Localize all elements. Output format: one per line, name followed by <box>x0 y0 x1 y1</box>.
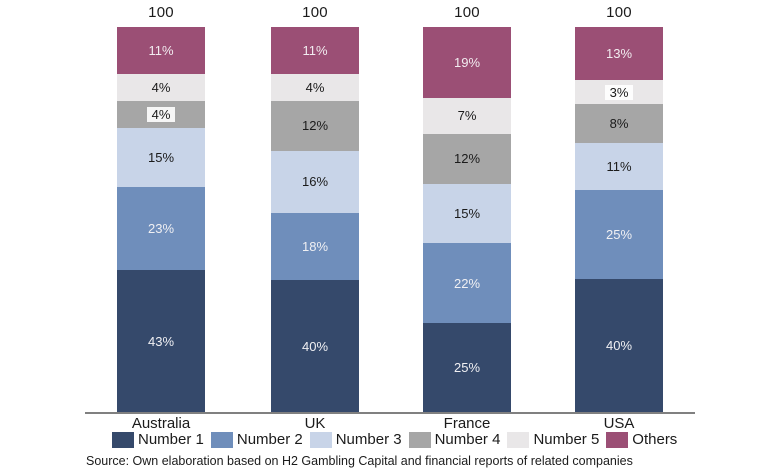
x-axis-label: UK <box>304 415 326 432</box>
chart-legend: Number 1 Number 2 Number 3 Number 4 Number 5… <box>112 431 677 448</box>
legend-item: Number 5 <box>507 431 599 448</box>
bar-segment: 40% <box>271 280 359 412</box>
legend-swatch-icon <box>408 431 431 448</box>
segment-value-label: 15% <box>453 206 481 222</box>
segment-value-label: 22% <box>453 275 481 291</box>
bar-segment: 4% <box>117 101 205 129</box>
bar-segment: 18% <box>271 212 359 281</box>
legend-swatch-icon <box>606 431 629 448</box>
segment-value-label: 4% <box>305 79 325 95</box>
segment-value-label: 13% <box>605 46 633 62</box>
legend-item: Number 1 <box>112 431 204 448</box>
segment-value-label: 19% <box>453 55 481 71</box>
segment-value-label: 4% <box>146 107 176 123</box>
bar-segment: 15% <box>423 184 511 244</box>
bar-segment: 23% <box>117 187 205 271</box>
legend-item: Number 4 <box>408 431 501 448</box>
legend-label: Number 2 <box>236 431 303 448</box>
stacked-bar: 100 13% 3% 8% 11% 25% 40% <box>575 4 663 412</box>
segment-value-label: 3% <box>604 84 634 100</box>
bar-total-label: 100 <box>148 4 174 21</box>
stacked-bar: 100 19% 7% 12% 15% 22% 25% <box>423 4 511 413</box>
x-axis-label: USA <box>603 415 635 432</box>
bar-segment: 16% <box>271 150 359 213</box>
segment-value-label: 12% <box>301 118 329 134</box>
source-note: Source: Own elaboration based on H2 Gamb… <box>86 454 633 468</box>
bar-segment: 25% <box>575 190 663 279</box>
legend-swatch-icon <box>210 431 233 448</box>
bar-segment: 8% <box>575 104 663 143</box>
segment-value-label: 7% <box>457 108 477 124</box>
bar-segment: 7% <box>423 98 511 134</box>
legend-label: Others <box>632 431 678 448</box>
segment-value-label: 40% <box>605 337 633 353</box>
segment-value-label: 25% <box>605 227 633 243</box>
segment-value-label: 18% <box>301 238 329 254</box>
segment-value-label: 11% <box>606 159 632 174</box>
bar-total-label: 100 <box>606 4 632 21</box>
x-axis-label: France <box>443 415 491 432</box>
bar-segment: 40% <box>575 278 663 412</box>
legend-swatch-icon <box>309 431 332 448</box>
segment-value-label: 25% <box>453 360 481 376</box>
legend-item: Number 2 <box>210 431 303 448</box>
bar-segment: 15% <box>117 128 205 188</box>
segment-value-label: 8% <box>609 115 629 131</box>
legend-label: Number 3 <box>335 431 402 448</box>
segment-value-label: 40% <box>301 338 329 354</box>
stacked-bar: 100 11% 4% 4% 15% 23% 43% <box>117 4 205 412</box>
x-axis-label: Australia <box>131 415 191 432</box>
bar-segment: 3% <box>575 80 663 105</box>
bar-segment: 19% <box>423 27 511 99</box>
segment-value-label: 15% <box>147 150 175 166</box>
legend-label: Number 4 <box>434 431 501 448</box>
legend-item: Number 3 <box>309 431 402 448</box>
bar-segment: 12% <box>271 100 359 151</box>
bar-segment: 11% <box>271 27 359 75</box>
segment-value-label: 11% <box>302 43 328 59</box>
segment-value-label: 23% <box>147 221 175 237</box>
stacked-bar: 100 11% 4% 12% 16% 18% 40% <box>271 4 359 412</box>
bar-segment: 4% <box>117 74 205 102</box>
bar-segment: 11% <box>575 142 663 191</box>
segment-value-label: 16% <box>301 174 329 190</box>
bar-total-label: 100 <box>454 4 480 21</box>
segment-value-label: 43% <box>147 333 175 349</box>
legend-label: Number 1 <box>138 431 204 448</box>
bar-segment: 43% <box>117 270 205 412</box>
legend-label: Number 5 <box>533 431 600 448</box>
legend-item: Others <box>606 431 677 448</box>
segment-value-label: 12% <box>453 151 481 167</box>
segment-value-label: 4% <box>151 80 171 96</box>
bar-segment: 12% <box>423 133 511 185</box>
legend-swatch-icon <box>507 431 530 448</box>
legend-swatch-icon <box>112 431 134 448</box>
bar-total-label: 100 <box>302 4 328 21</box>
bar-segment: 13% <box>575 27 663 81</box>
bar-segment: 4% <box>271 74 359 101</box>
bar-segment: 22% <box>423 243 511 324</box>
bar-segment: 25% <box>423 323 511 413</box>
bar-segment: 11% <box>117 27 205 75</box>
segment-value-label: 11% <box>148 43 174 59</box>
x-axis-line <box>85 412 695 414</box>
